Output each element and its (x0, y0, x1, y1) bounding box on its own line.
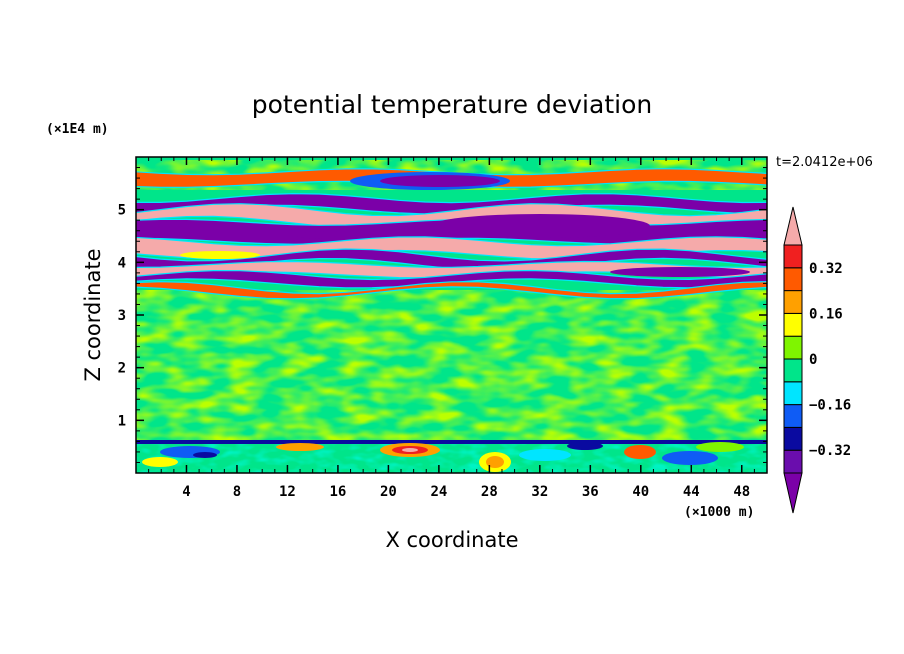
x-axis-label: X coordinate (385, 528, 518, 552)
x-tick-label: 20 (380, 484, 397, 500)
colorbar-swatch (783, 312, 803, 337)
x-tick-label: 28 (481, 484, 498, 500)
x-tick-label: 12 (279, 484, 296, 500)
colorbar-label: −0.32 (809, 443, 851, 459)
colorbar-label: 0 (809, 352, 817, 368)
colorbar-label: −0.16 (809, 398, 851, 414)
y-tick-label: 4 (118, 255, 126, 271)
colorbar-swatch (783, 381, 803, 406)
plot-area (136, 157, 767, 473)
colorbar-swatch (783, 290, 803, 314)
colorbar-swatch (783, 426, 803, 451)
x-tick-label: 48 (733, 484, 750, 500)
y-tick-label: 1 (118, 413, 126, 429)
y-tick-label: 5 (118, 203, 126, 219)
x-tick-label: 24 (430, 484, 447, 500)
y-tick-label: 3 (118, 308, 126, 324)
x-tick-label: 4 (182, 484, 190, 500)
band-5 (136, 248, 767, 272)
band-8 (136, 280, 767, 300)
y-axis-label: Z coordinate (81, 248, 105, 381)
x-unit-label: (×1000 m) (684, 505, 754, 520)
band-6 (136, 260, 767, 279)
time-label: t=2.0412e+06 (776, 155, 873, 170)
x-tick-label: 8 (233, 484, 241, 500)
colorbar-label: 0.32 (809, 261, 843, 277)
colorbar-swatch (783, 244, 803, 269)
y-axis-ticks: 1 2 3 4 5 (118, 167, 767, 463)
colorbar-swatch (783, 358, 803, 383)
colorbar-swatch (783, 404, 803, 428)
colorbar-swatch (783, 335, 803, 360)
x-axis-ticks: 4 8 12 16 20 24 28 32 36 40 44 48 (148, 157, 755, 500)
x-tick-label: 32 (531, 484, 548, 500)
y-unit-label: (×1E4 m) (46, 122, 109, 137)
chart-title: potential temperature deviation (252, 90, 652, 119)
x-tick-label: 44 (683, 484, 700, 500)
band-7 (136, 269, 767, 289)
colorbar-lower-arrow (783, 472, 803, 514)
colorbar: 0.32 0.16 0 −0.16 −0.32 (783, 206, 851, 514)
field-texture-positive (136, 290, 767, 440)
x-tick-label: 16 (329, 484, 346, 500)
colorbar-upper-arrow (783, 206, 803, 246)
y-tick-label: 2 (118, 361, 126, 377)
colorbar-swatch (783, 449, 803, 474)
band-details (180, 172, 750, 277)
x-tick-label: 36 (582, 484, 599, 500)
colorbar-label: 0.16 (809, 306, 843, 322)
x-tick-label: 40 (632, 484, 649, 500)
boundary-layer (136, 440, 767, 473)
colorbar-swatch (783, 267, 803, 292)
band-1 (136, 192, 767, 215)
